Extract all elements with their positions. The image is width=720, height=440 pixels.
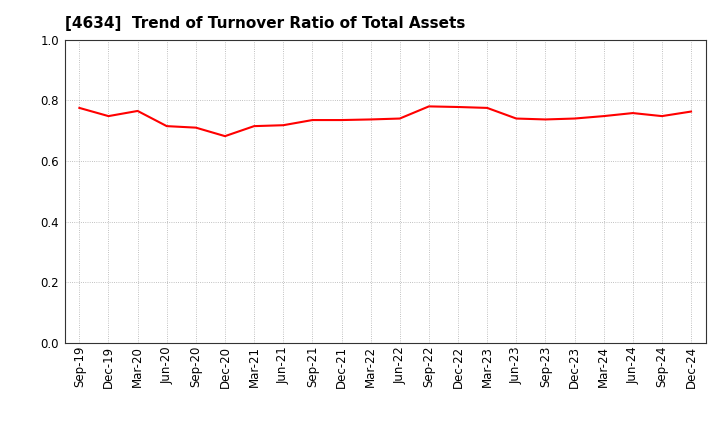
Text: [4634]  Trend of Turnover Ratio of Total Assets: [4634] Trend of Turnover Ratio of Total … (65, 16, 465, 32)
